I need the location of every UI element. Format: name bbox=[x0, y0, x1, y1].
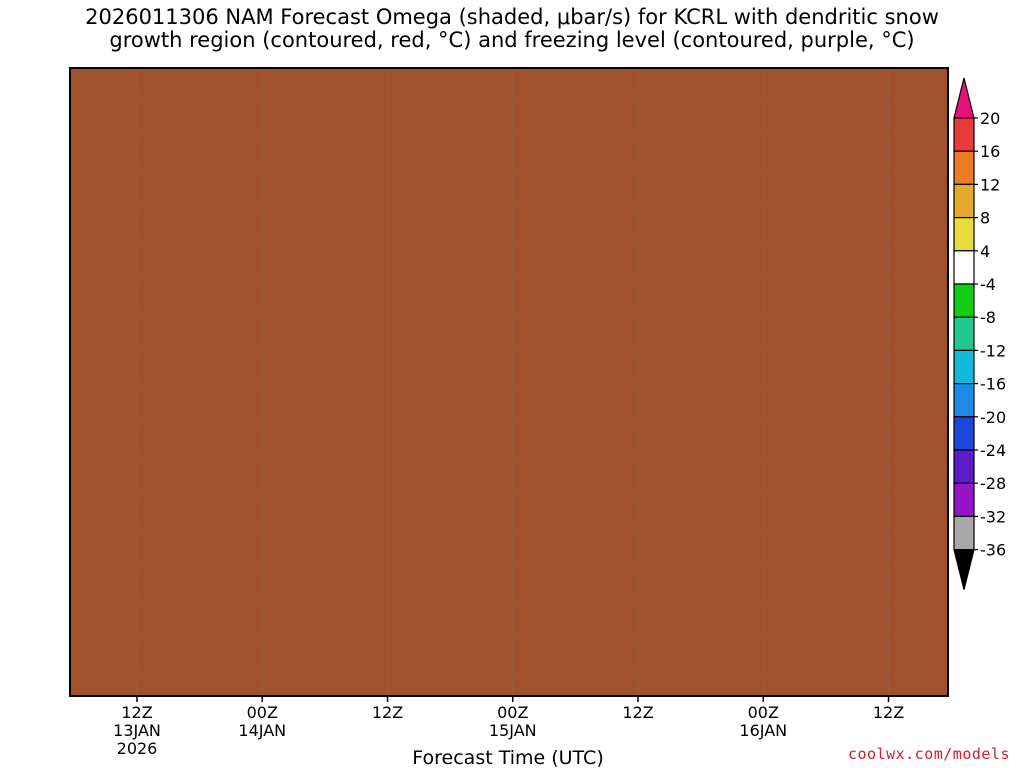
x-axis-label: Forecast Time (UTC) bbox=[412, 747, 603, 768]
x-tick-label: 2026 bbox=[117, 739, 158, 758]
colorbar-label: -8 bbox=[980, 308, 996, 327]
colorbar-segment bbox=[953, 482, 975, 518]
omega-colorbar: 20 16 12 8 4 -4 -8 -12 -16 -20 -24 -28 -32 -36 bbox=[953, 77, 1006, 590]
site-credit: coolwx.com/models bbox=[847, 745, 1010, 763]
colorbar-label: 4 bbox=[980, 242, 990, 261]
colorbar-segment bbox=[953, 349, 975, 385]
colorbar-segment bbox=[953, 117, 975, 152]
x-tick-label: 00Z bbox=[748, 703, 779, 722]
chart-title-line-2: growth region (contoured, red, °C) and f… bbox=[109, 28, 915, 52]
colorbar-segment bbox=[953, 416, 975, 451]
colorbar-segment bbox=[953, 217, 975, 252]
colorbar-label: 20 bbox=[980, 109, 1000, 128]
colorbar-label: 16 bbox=[980, 142, 1000, 161]
colorbar-segment bbox=[953, 515, 975, 551]
x-tick-label: 12Z bbox=[622, 703, 653, 722]
colorbar-label: 8 bbox=[980, 209, 990, 228]
x-tick-label: 15JAN bbox=[489, 721, 537, 740]
x-tick-label: 12Z bbox=[873, 703, 904, 722]
x-tick-label: 16JAN bbox=[739, 721, 787, 740]
colorbar-segment bbox=[953, 383, 975, 418]
x-tick-label: 00Z bbox=[497, 703, 528, 722]
ground-surface bbox=[70, 68, 948, 696]
colorbar-label: 12 bbox=[980, 175, 1000, 194]
plot-border bbox=[69, 67, 949, 697]
colorbar-bottom-arrow bbox=[953, 549, 975, 590]
x-tick-label: 14JAN bbox=[238, 721, 286, 740]
plot-area: -18-18-18-12-120025030035040045050055060… bbox=[69, 67, 949, 697]
x-tick-label: 12Z bbox=[121, 703, 152, 722]
x-axis: Forecast Time (UTC) 12Z13JAN202600Z14JAN… bbox=[113, 696, 904, 768]
colorbar-label: -12 bbox=[980, 341, 1006, 360]
x-tick-label: 12Z bbox=[372, 703, 403, 722]
colorbar-segment bbox=[953, 449, 975, 484]
colorbar-label: -36 bbox=[980, 541, 1006, 560]
chart-title-line-1: 2026011306 NAM Forecast Omega (shaded, μ… bbox=[85, 5, 939, 29]
colorbar-segment bbox=[953, 183, 975, 219]
colorbar-label: -24 bbox=[980, 441, 1006, 460]
chart-title: 2026011306 NAM Forecast Omega (shaded, μ… bbox=[0, 6, 1024, 52]
x-tick-label: 13JAN bbox=[113, 721, 161, 740]
colorbar-label: -28 bbox=[980, 474, 1006, 493]
colorbar-segment bbox=[953, 316, 975, 352]
colorbar-top-arrow bbox=[953, 77, 975, 119]
colorbar-segment bbox=[953, 283, 975, 318]
plot-content: -18-18-18-12-1200 bbox=[70, 68, 948, 696]
colorbar-label: -32 bbox=[980, 507, 1006, 526]
colorbar-label: -4 bbox=[980, 275, 996, 294]
colorbar-segment bbox=[953, 250, 975, 285]
colorbar-label: -16 bbox=[980, 375, 1006, 394]
x-tick-label: 00Z bbox=[247, 703, 278, 722]
colorbar-label: -20 bbox=[980, 408, 1006, 427]
colorbar-segment bbox=[953, 150, 975, 185]
